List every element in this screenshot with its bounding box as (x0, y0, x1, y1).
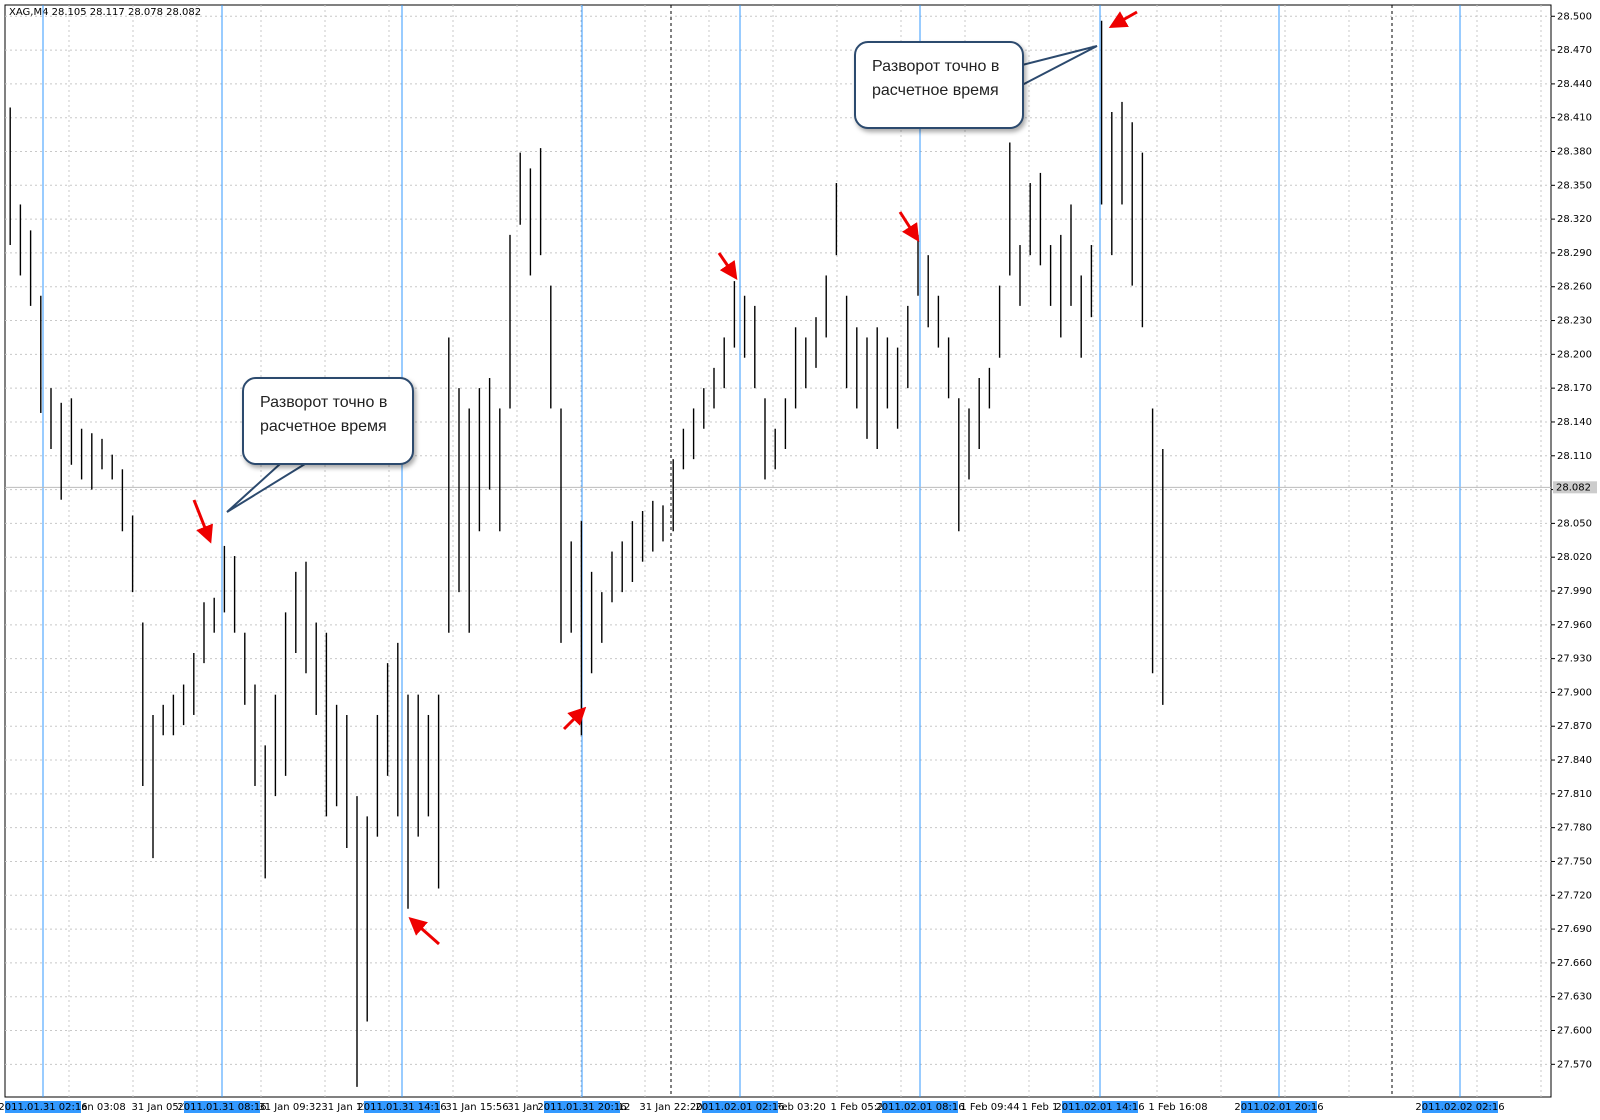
y-tick-label: 27.930 (1557, 654, 1592, 665)
y-tick-label: 28.170 (1557, 383, 1592, 394)
period-label: 2011.01.31 02:16 (0, 1102, 88, 1113)
period-label: 2011.02.01 20:16 (1234, 1102, 1323, 1113)
x-tick-label: Feb 03:20 (776, 1102, 826, 1113)
callout: Разворот точно в расчетное время (854, 41, 1024, 129)
x-tick-label: 31 Jan 22:20 (639, 1102, 702, 1113)
y-tick-label: 28.380 (1557, 147, 1592, 158)
x-tick-label: 31 Jan 11 (321, 1102, 368, 1113)
y-tick-label: 27.840 (1557, 755, 1592, 766)
period-label-box (364, 1101, 440, 1113)
y-tick-label: 27.720 (1557, 890, 1592, 901)
y-tick-label: 28.110 (1557, 451, 1592, 462)
red-arrow (192, 499, 213, 544)
y-tick-label: 27.690 (1557, 924, 1592, 935)
y-tick-label: 27.900 (1557, 687, 1592, 698)
y-tick-label: 28.440 (1557, 79, 1592, 90)
x-tick-label: 31 Jan 15:56 (445, 1102, 508, 1113)
y-tick-label: 28.470 (1557, 45, 1592, 56)
period-label-box (5, 1101, 81, 1113)
y-tick-label: 27.630 (1557, 992, 1592, 1003)
x-tick-label: 31 Jan 09:32 (258, 1102, 321, 1113)
period-label: 2011.02.01 14:16 (1055, 1102, 1144, 1113)
period-label-box (544, 1101, 620, 1113)
y-tick-label: 28.050 (1557, 518, 1592, 529)
period-label: 2011.02.01 08:16 (875, 1102, 964, 1113)
period-label-box (1422, 1101, 1498, 1113)
y-tick-label: 28.140 (1557, 417, 1592, 428)
y-tick-label: 28.350 (1557, 180, 1592, 191)
callout-tail (1021, 45, 1098, 87)
y-tick-label: 28.410 (1557, 113, 1592, 124)
y-tick-label: 28.200 (1557, 349, 1592, 360)
period-label-box (184, 1101, 260, 1113)
period-label-box (882, 1101, 958, 1113)
period-label-box (1062, 1101, 1138, 1113)
chart-title: XAG,M4 28.105 28.117 28.078 28.082 (9, 7, 201, 18)
y-tick-label: 27.570 (1557, 1059, 1592, 1070)
plot-frame (4, 4, 1552, 1098)
red-arrow (717, 252, 738, 280)
period-label: 2011.01.31 20:16 (537, 1102, 626, 1113)
y-tick-label: 27.780 (1557, 823, 1592, 834)
x-tick-label: 1 Feb 16:08 (1148, 1102, 1207, 1113)
red-arrow (408, 917, 440, 946)
y-tick-label: 28.020 (1557, 552, 1592, 563)
period-label: 2011.02.02 02:16 (1415, 1102, 1504, 1113)
y-tick-label: 28.320 (1557, 214, 1592, 225)
y-tick-label: 27.990 (1557, 586, 1592, 597)
x-tick-label: 12 (618, 1102, 631, 1113)
y-tick-label: 28.290 (1557, 248, 1592, 259)
period-label-box (702, 1101, 778, 1113)
x-tick-label: 31 Jan 05:1 (132, 1102, 189, 1113)
y-tick-label: 28.260 (1557, 282, 1592, 293)
x-tick-label: 31 Jan (507, 1102, 538, 1113)
y-tick-label: 27.660 (1557, 958, 1592, 969)
current-price-box (1553, 481, 1597, 494)
y-tick-label: 27.810 (1557, 789, 1592, 800)
y-tick-label: 27.960 (1557, 620, 1592, 631)
x-tick-label: 1 Feb 09:44 (960, 1102, 1019, 1113)
y-tick-label: 27.600 (1557, 1026, 1592, 1037)
period-label: 2011.01.31 08:16 (177, 1102, 266, 1113)
x-tick-label: Jan 03:08 (77, 1102, 125, 1113)
current-price-label: 28.082 (1556, 482, 1591, 493)
period-label: 2011.02.01 02:16 (695, 1102, 784, 1113)
y-tick-label: 27.750 (1557, 856, 1592, 867)
red-arrow (898, 211, 920, 243)
red-arrow (1108, 10, 1138, 28)
y-tick-label: 27.870 (1557, 721, 1592, 732)
y-tick-label: 28.500 (1557, 11, 1592, 22)
x-tick-label: 1 Feb 1 (1022, 1102, 1059, 1113)
period-label-box (1241, 1101, 1317, 1113)
x-tick-label: 1 Feb 05:2 (831, 1102, 884, 1113)
period-label: 2011.01.31 14:16 (357, 1102, 446, 1113)
y-tick-label: 28.230 (1557, 316, 1592, 327)
red-arrow (562, 706, 587, 731)
callout: Разворот точно в расчетное время (242, 377, 414, 465)
callout-tail (226, 463, 309, 513)
